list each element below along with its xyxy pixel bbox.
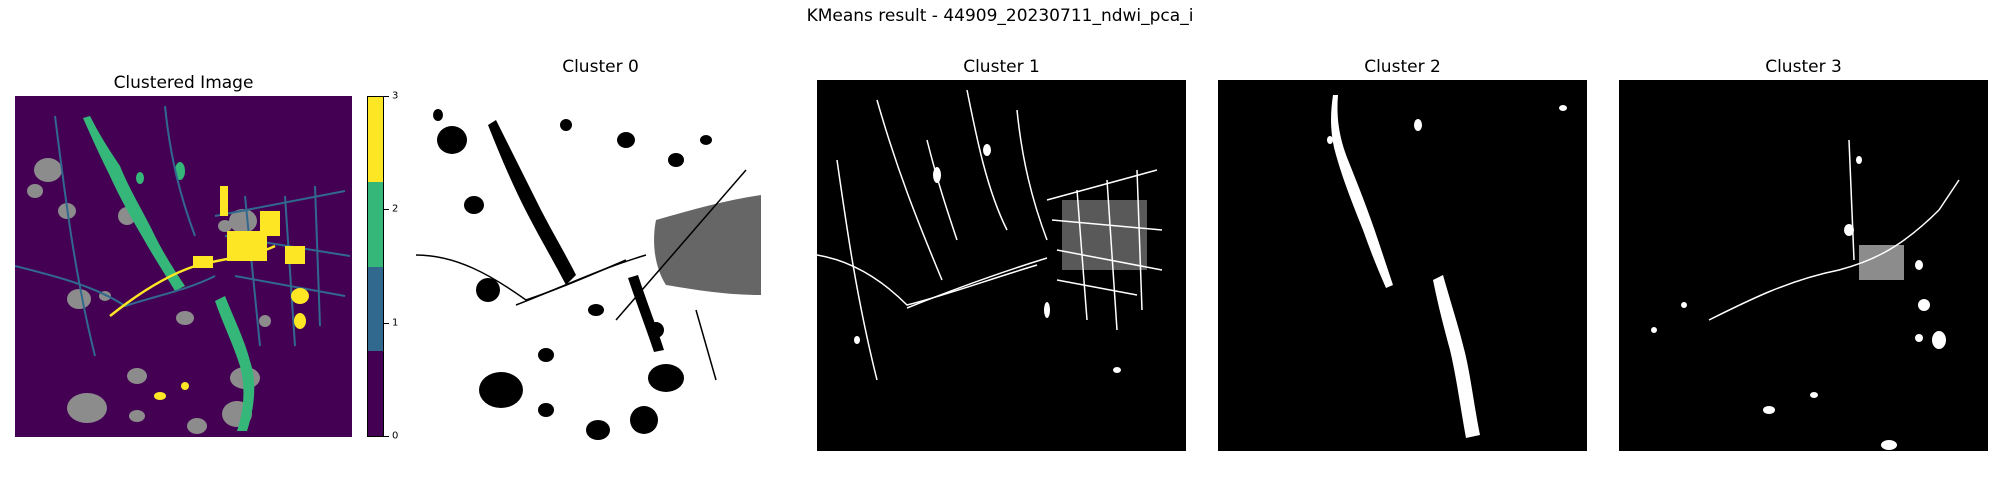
colorbar-tick-0 (384, 436, 389, 437)
cluster-0-mask (416, 80, 785, 451)
figure-title: KMeans result - 44909_20230711_ndwi_pca_… (806, 6, 1194, 26)
colorbar-label-2: 2 (392, 203, 399, 215)
colorbar-tick-1 (384, 323, 389, 324)
cluster-3-title: Cluster 3 (1765, 57, 1842, 77)
colorbar-label-3: 3 (392, 90, 399, 102)
cluster-1-title: Cluster 1 (963, 57, 1040, 77)
cluster-1-mask (817, 80, 1186, 451)
clustered-image-title: Clustered Image (113, 73, 254, 93)
colorbar (367, 96, 384, 437)
colorbar-label-1: 1 (392, 317, 399, 329)
colorbar-tick-2 (384, 209, 389, 210)
cluster-3-mask (1619, 80, 1988, 451)
cluster-0-title: Cluster 0 (562, 57, 639, 77)
cluster-2-title: Cluster 2 (1364, 57, 1441, 77)
cluster-2-mask (1218, 80, 1587, 451)
clustered-image (15, 96, 352, 437)
colorbar-tick-3 (384, 96, 389, 97)
colorbar-label-0: 0 (392, 430, 399, 442)
